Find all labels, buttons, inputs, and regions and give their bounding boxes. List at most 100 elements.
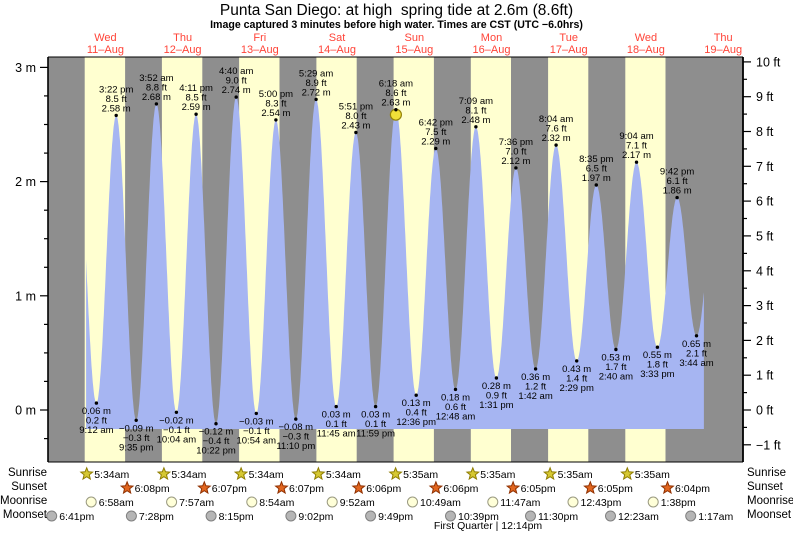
moonrise-time: 6:58am: [99, 497, 134, 509]
sunrise-icon: [542, 466, 558, 481]
moonrise-time: 1:38pm: [661, 497, 696, 509]
tide-annotation-line: 1:42 am: [518, 391, 552, 402]
tide-annotation-line: 0.43 m: [562, 364, 591, 375]
tide-event-dot: [694, 334, 699, 338]
y-axis-right-tick-label: 3 ft: [756, 299, 774, 313]
tide-annotation-line: −0.1 ft: [243, 426, 270, 437]
tide-annotation-line: 12:36 pm: [396, 417, 436, 428]
sunset-icon: [351, 480, 366, 495]
tide-annotation-line: 9:35 pm: [119, 442, 153, 453]
sunrise-icon: [233, 466, 249, 481]
tide-annotation-line: 7.0 ft: [505, 146, 526, 157]
tide-annotation-line: 0.4 ft: [406, 408, 427, 419]
tide-event-dot: [434, 146, 438, 151]
moonset-icon: [445, 510, 456, 522]
tide-annotation-line: 0.06 m: [82, 406, 111, 417]
sunset-time: 6:05pm: [521, 483, 556, 495]
moonrise-icon: [326, 496, 338, 508]
tide-event-dot: [214, 422, 218, 426]
sunset-row-label-left: Sunset: [11, 481, 47, 493]
sunset-time: 6:06pm: [366, 483, 401, 495]
tide-annotation-line: 8:04 am: [539, 114, 573, 125]
tide-annotation-line: 2.29 m: [421, 137, 450, 148]
tide-annotation-line: −0.3 ft: [123, 433, 150, 444]
low-tide-annotation: 0.06 m0.2 ft9:12 am: [79, 406, 113, 436]
tide-annotation-line: 12:48 am: [436, 411, 476, 422]
moon-phase-note: First Quarter | 12:14pm: [433, 520, 543, 532]
tide-annotation-line: 7.5 ft: [425, 127, 446, 138]
tide-annotation-line: 1.8 ft: [647, 360, 668, 371]
tide-annotation-line: 8.5 ft: [106, 94, 127, 105]
tide-annotation-line: −0.3 ft: [282, 432, 309, 443]
sunset-icon: [274, 480, 289, 495]
tide-annotation-line: 2.12 m: [501, 156, 530, 167]
tide-annotation-line: −0.09 m: [119, 423, 154, 434]
moonset-icon: [685, 510, 697, 522]
high-tide-annotation: 9:04 am7.1 ft2.17 m: [619, 131, 653, 161]
tide-event-dot: [254, 411, 258, 416]
day-label-weekday: Thu: [173, 32, 192, 44]
sunset-icon: [660, 480, 675, 495]
sunrise-icon: [156, 466, 172, 481]
tide-annotation-line: 3:52 am: [139, 73, 173, 84]
moonrise-icon: [85, 496, 97, 508]
tide-event-dot: [634, 160, 639, 164]
tide-event-dot: [414, 393, 418, 397]
sunrise-time: 5:35am: [403, 469, 438, 481]
moonset-icon: [605, 510, 616, 522]
tide-annotation-line: 3:33 pm: [640, 369, 674, 380]
tide-event-dot: [453, 387, 458, 392]
tide-event-dot: [334, 404, 338, 409]
moonrise-icon: [246, 496, 258, 508]
sunrise-icon: [620, 466, 635, 481]
high-tide-annotation: 4:40 am9.0 ft2.74 m: [219, 66, 253, 96]
day-label-date: 13–Aug: [241, 44, 279, 56]
tide-annotation-line: 0.2 ft: [86, 416, 107, 427]
sunrise-row-label-left: Sunrise: [8, 467, 47, 479]
tide-annotation-line: 1.7 ft: [605, 362, 626, 373]
moonrise-icon: [567, 496, 579, 508]
moonset-row-label-right: Moonset: [747, 509, 792, 521]
sunrise-row-label-right: Sunrise: [747, 467, 786, 479]
day-label-weekday: Fri: [253, 32, 266, 44]
tide-annotation-line: 10:54 am: [236, 435, 276, 446]
tide-event-dot: [354, 130, 358, 135]
tide-event-dot: [274, 118, 278, 122]
tide-annotation-line: 2:40 am: [599, 372, 633, 383]
tide-annotation-line: 4:11 pm: [179, 83, 213, 94]
tide-annotation-line: 8.5 ft: [186, 93, 207, 104]
page-title: Punta San Diego: at high spring tide at …: [219, 2, 574, 19]
tide-annotation-line: 10:04 am: [157, 434, 197, 445]
tide-annotation-line: 8.9 ft: [306, 78, 327, 89]
tide-annotation-line: 6.5 ft: [586, 164, 607, 175]
sunset-time: 6:08pm: [135, 483, 170, 495]
tide-annotation-line: 2.48 m: [461, 115, 490, 126]
tide-annotation-line: 2.59 m: [182, 102, 211, 113]
tide-curve-area: [86, 97, 704, 429]
tide-event-dot: [373, 404, 378, 409]
tide-event-dot: [394, 108, 398, 112]
sunrise-time: 5:35am: [558, 469, 593, 481]
day-label-weekday: Wed: [635, 32, 657, 44]
tide-annotation-line: 5:51 pm: [339, 102, 373, 113]
tide-annotation-line: 11:45 am: [317, 429, 356, 440]
tide-annotation-line: 10:22 pm: [196, 446, 236, 457]
moonset-time: 7:28pm: [139, 511, 174, 523]
day-label-date: 16–Aug: [473, 44, 511, 56]
tide-event-dot: [94, 401, 99, 405]
moonset-time: 12:23am: [618, 511, 659, 523]
moonrise-time: 8:54am: [259, 497, 294, 509]
tide-event-dot: [294, 417, 298, 421]
tide-annotation-line: 0.13 m: [402, 398, 431, 409]
y-axis-right-tick-label: 4 ft: [756, 264, 774, 278]
y-axis-right-tick-label: 6 ft: [756, 195, 774, 209]
day-label-weekday: Tue: [559, 32, 578, 44]
tide-annotation-line: 0.03 m: [322, 410, 351, 421]
tide-annotation-line: 2.68 m: [142, 92, 171, 103]
tide-annotation-line: −0.12 m: [199, 427, 234, 438]
low-tide-annotation: 0.55 m1.8 ft3:33 pm: [640, 350, 674, 380]
